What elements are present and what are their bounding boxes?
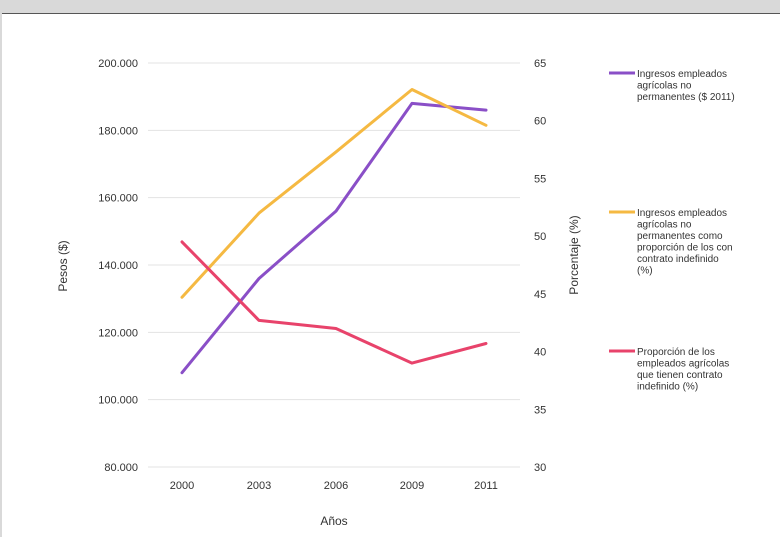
x-tick-label: 2006 bbox=[324, 480, 348, 492]
right-y-tick-label: 40 bbox=[534, 347, 546, 359]
x-tick-label: 2003 bbox=[247, 480, 271, 492]
left-y-tick-labels: 200.000 180.000 160.000 140.000 120.000 100.0… bbox=[98, 58, 138, 474]
legend-label-3: que tienen contrato bbox=[637, 370, 723, 381]
x-tick-label: 2009 bbox=[400, 480, 424, 492]
series-line-3 bbox=[180, 240, 488, 365]
left-y-tick-label: 100.000 bbox=[98, 395, 138, 407]
right-y-tick-label: 60 bbox=[534, 116, 546, 128]
left-y-axis-label: Pesos ($) bbox=[56, 240, 70, 291]
legend-label-2: permanentes como bbox=[637, 231, 723, 242]
right-y-tick-label: 35 bbox=[534, 404, 546, 416]
right-y-tick-label: 65 bbox=[534, 58, 546, 70]
legend-label-2: (%) bbox=[637, 266, 653, 277]
legend-label-1: permanentes ($ 2011) bbox=[637, 92, 735, 103]
right-y-tick-label: 45 bbox=[534, 289, 546, 301]
legend-label-1: Ingresos empleados bbox=[637, 69, 727, 80]
series-line-2 bbox=[180, 88, 488, 299]
legend-label-2: proporción de los con bbox=[637, 243, 733, 254]
legend-label-2: Ingresos empleados bbox=[637, 208, 727, 219]
x-tick-label: 2011 bbox=[474, 480, 498, 492]
x-tick-labels: 2000 2003 2006 2009 2011 bbox=[170, 480, 498, 492]
left-y-tick-label: 120.000 bbox=[98, 327, 138, 339]
right-y-axis-label: Porcentaje (%) bbox=[567, 215, 581, 294]
series-line-1 bbox=[180, 101, 488, 375]
series-lines bbox=[180, 88, 488, 375]
right-y-tick-labels: 65 60 55 50 45 40 35 30 bbox=[534, 58, 546, 474]
window-top-bar bbox=[0, 0, 780, 14]
left-y-tick-label: 200.000 bbox=[98, 58, 138, 70]
right-y-tick-label: 50 bbox=[534, 231, 546, 243]
legend-label-3: Proporción de los bbox=[637, 347, 715, 358]
window-left-edge bbox=[0, 13, 2, 537]
left-y-tick-label: 180.000 bbox=[98, 125, 138, 137]
legend-label-2: agrícolas no bbox=[637, 220, 692, 231]
x-axis-label: Años bbox=[320, 514, 347, 528]
legend-label-1: agrícolas no bbox=[637, 81, 692, 92]
right-y-tick-label: 55 bbox=[534, 173, 546, 185]
left-y-tick-label: 160.000 bbox=[98, 193, 138, 205]
left-y-tick-label: 140.000 bbox=[98, 260, 138, 272]
legend-label-2: contrato indefinido bbox=[637, 254, 719, 265]
right-y-tick-label: 30 bbox=[534, 462, 546, 474]
legend-label-3: indefinido (%) bbox=[637, 382, 698, 393]
x-tick-label: 2000 bbox=[170, 480, 194, 492]
legend-label-3: empleados agrícolas bbox=[637, 359, 729, 370]
left-y-tick-label: 80.000 bbox=[104, 462, 138, 474]
